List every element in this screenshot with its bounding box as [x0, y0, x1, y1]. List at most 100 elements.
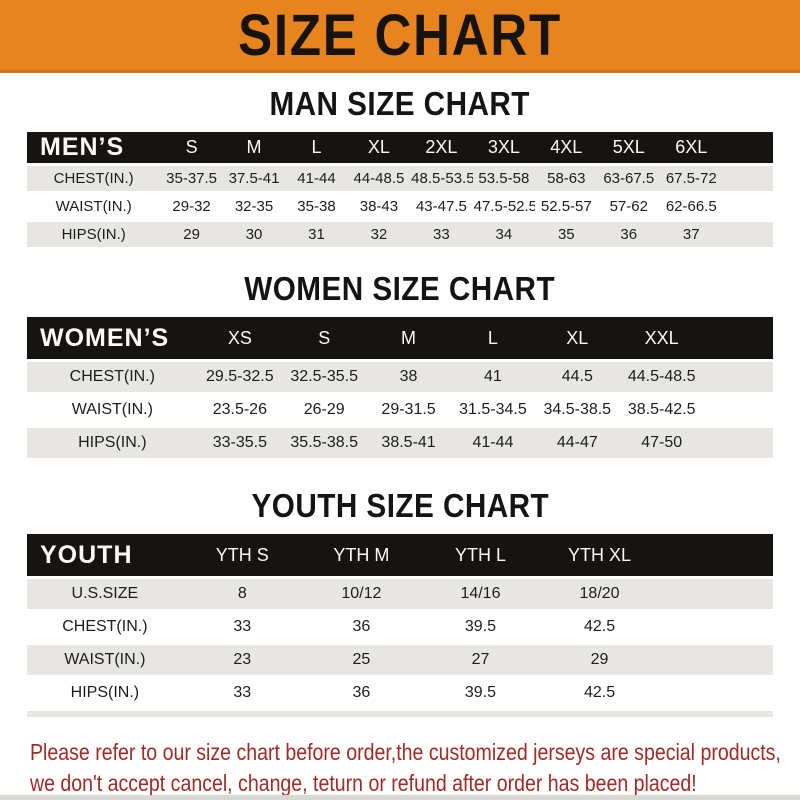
size-value-cell: 37 — [682, 226, 700, 243]
size-value-cell: 38 — [399, 368, 418, 385]
size-value-cell: 41-44 — [297, 170, 336, 187]
youth-table-header-row: YOUTH YTH S YTH M YTH L YTH XL — [27, 534, 773, 576]
size-column-header-cell: YTH XL — [568, 544, 632, 565]
header-filler-cell — [704, 317, 773, 359]
size-column-header-cell: L — [311, 137, 322, 157]
row-filler-cell — [659, 645, 773, 675]
size-value-cell: 33 — [233, 684, 252, 701]
size-value-cell: 38.5-41 — [381, 434, 436, 451]
row-label-cell: CHEST(IN.) — [53, 170, 134, 187]
size-value-cell: 30 — [245, 226, 263, 243]
size-value-cell: 32.5-35.5 — [290, 368, 358, 385]
womens-table-header-row: WOMEN’S XS S M L XL XXL — [27, 317, 773, 359]
row-filler-cell — [723, 166, 773, 191]
size-value-cell: 62-66.5 — [665, 198, 717, 215]
row-filler-cell — [723, 194, 773, 219]
size-value-cell: 47-50 — [641, 434, 683, 451]
size-value-cell: 27 — [471, 651, 490, 668]
row-filler-cell — [704, 395, 773, 425]
size-value-cell: 34.5-38.5 — [543, 401, 612, 418]
header-filler-cell — [723, 132, 773, 163]
table-row: WAIST(IN.) 23.5-26 26-29 29-31.5 31.5-34.5 34… — [27, 395, 773, 425]
women-section-title: WOMEN SIZE CHART — [0, 270, 800, 308]
size-value-cell: 47.5-52.5 — [473, 198, 536, 215]
footer-note: Please refer to our size chart before or… — [30, 737, 800, 799]
size-value-cell: 38.5-42.5 — [627, 401, 696, 418]
size-value-cell: 41-44 — [472, 434, 514, 451]
size-value-cell: 29 — [183, 226, 200, 243]
size-column-header-cell: S — [185, 137, 198, 157]
size-value-cell: 63-67.5 — [603, 170, 655, 187]
size-value-cell: 36 — [352, 618, 371, 635]
man-section-title: MAN SIZE CHART — [0, 85, 800, 123]
size-chart-title: SIZE CHART — [238, 2, 562, 68]
size-value-cell: 33 — [433, 226, 450, 243]
footer-note-line2: we don't accept cancel, change, teturn o… — [30, 770, 697, 796]
table-category-header-cell: MEN’S — [40, 133, 125, 161]
bottom-edge-strip — [0, 795, 800, 800]
table-row: U.S.SIZE 8 10/12 14/16 18/20 — [27, 579, 773, 609]
size-column-header-cell: L — [487, 327, 498, 348]
table-row: CHEST(IN.) 35-37.5 37.5-41 41-44 44-48.5 48.5… — [27, 166, 773, 191]
size-value-cell: 31 — [308, 226, 325, 243]
youth-size-table: YOUTH YTH S YTH M YTH L YTH XL U.S.SIZE 8 10/1… — [27, 531, 773, 711]
size-value-cell: 29.5-32.5 — [206, 368, 274, 385]
row-label-cell: HIPS(IN.) — [70, 684, 140, 701]
size-value-cell: 42.5 — [583, 618, 616, 635]
size-column-header-cell: YTH M — [333, 544, 390, 565]
row-label-cell: CHEST(IN.) — [62, 618, 148, 635]
size-column-header-cell: S — [318, 327, 331, 348]
size-value-cell: 43-47.5 — [415, 198, 467, 215]
women-section-title-text: WOMEN SIZE CHART — [244, 270, 556, 307]
size-value-cell: 29-31.5 — [381, 401, 436, 418]
size-value-cell: 25 — [352, 651, 371, 668]
size-value-cell: 35 — [557, 226, 575, 243]
size-column-header-cell: XL — [367, 137, 390, 157]
size-value-cell: 41 — [484, 368, 502, 385]
size-value-cell: 23 — [233, 651, 252, 668]
table-row: HIPS(IN.) 29 30 31 32 33 34 35 36 37 — [27, 222, 773, 247]
size-value-cell: 35-38 — [297, 198, 336, 215]
youth-section-title-text: YOUTH SIZE CHART — [251, 487, 549, 524]
size-column-header-cell: XXL — [644, 327, 679, 348]
size-value-cell: 44-48.5 — [353, 170, 405, 187]
row-label-cell: HIPS(IN.) — [78, 434, 147, 451]
size-value-cell: 37.5-41 — [228, 170, 280, 187]
size-value-cell: 52.5-57 — [540, 198, 592, 215]
size-column-header-cell: YTH L — [454, 544, 506, 565]
size-value-cell: 58-63 — [547, 170, 586, 187]
size-column-header-cell: M — [401, 327, 417, 348]
row-filler-cell — [704, 362, 773, 392]
size-chart-banner: SIZE CHART — [0, 0, 800, 73]
size-value-cell: 42.5 — [583, 684, 616, 701]
mens-table-header-row: MEN’S S M L XL 2XL 3XL 4XL 5XL 6XL — [27, 132, 773, 163]
table-row: HIPS(IN.) 33-35.5 35.5-38.5 38.5-41 41-44 44-… — [27, 428, 773, 458]
womens-size-table: WOMEN’S XS S M L XL XXL CHEST(IN.) 29.5-32.5 32.… — [27, 314, 773, 461]
size-value-cell: 29 — [590, 651, 609, 668]
size-column-header-cell: 2XL — [425, 137, 458, 157]
size-column-header-cell: XS — [227, 327, 252, 348]
row-label-cell: WAIST(IN.) — [71, 401, 153, 418]
row-label-cell: WAIST(IN.) — [55, 198, 132, 215]
size-column-header-cell: 5XL — [612, 137, 645, 157]
row-label-cell: WAIST(IN.) — [64, 651, 146, 668]
size-value-cell: 33 — [233, 618, 252, 635]
size-value-cell: 32-35 — [234, 198, 274, 215]
size-value-cell: 32 — [370, 226, 388, 243]
size-value-cell: 14/16 — [460, 585, 501, 602]
table-row: CHEST(IN.) 33 36 39.5 42.5 — [27, 612, 773, 642]
table-category-header-cell: YOUTH — [40, 540, 133, 569]
row-filler-cell — [723, 222, 773, 247]
youth-table-bottom-strip — [27, 711, 773, 717]
size-value-cell: 26-29 — [303, 401, 345, 418]
size-column-header-cell: 4XL — [550, 137, 583, 157]
size-value-cell: 39.5 — [464, 618, 497, 635]
table-row: HIPS(IN.) 33 36 39.5 42.5 — [27, 678, 773, 708]
size-value-cell: 18/20 — [579, 585, 620, 602]
size-value-cell: 38-43 — [359, 198, 399, 215]
size-value-cell: 33-35.5 — [212, 434, 267, 451]
row-label-cell: U.S.SIZE — [71, 585, 139, 602]
size-value-cell: 53.5-58 — [478, 170, 530, 187]
man-section-title-text: MAN SIZE CHART — [269, 85, 531, 122]
table-row: WAIST(IN.) 23 25 27 29 — [27, 645, 773, 675]
